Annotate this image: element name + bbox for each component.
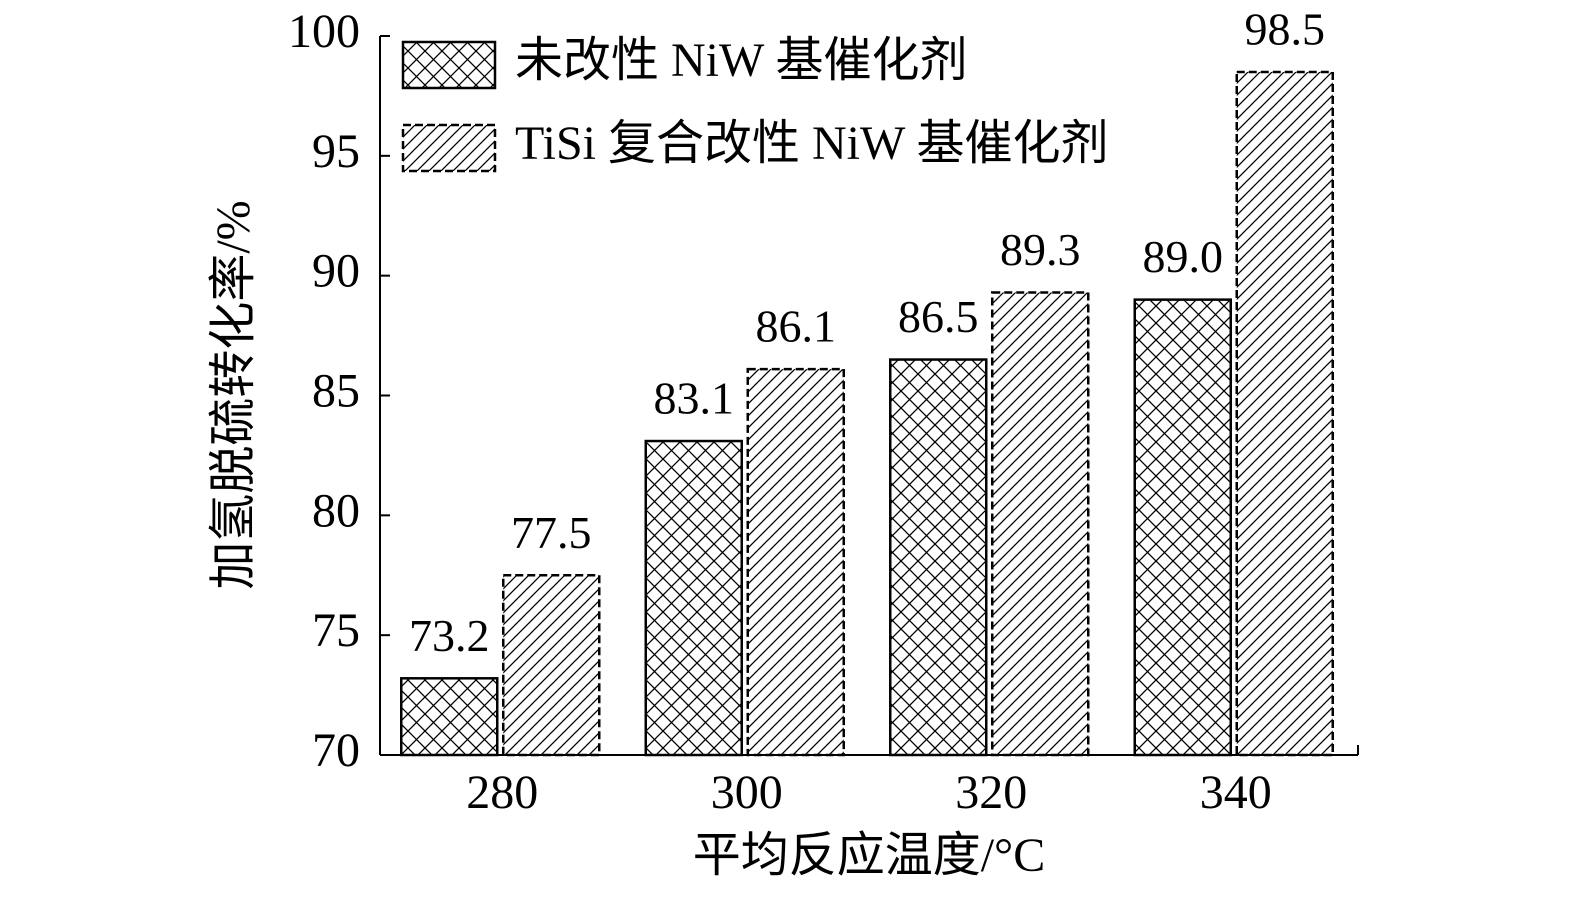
bar [1235, 70, 1334, 757]
value-label: 73.2 [409, 610, 490, 661]
y-tick-label: 90 [312, 245, 360, 298]
y-tick-label: 95 [312, 125, 360, 178]
value-label: 89.3 [1000, 224, 1081, 275]
value-label: 83.1 [654, 373, 735, 424]
y-tick-label: 75 [312, 604, 360, 657]
value-label: 89.0 [1143, 231, 1224, 282]
x-tick-label: 340 [1200, 766, 1272, 819]
legend-label: 未改性 NiW 基催化剂 [515, 34, 967, 87]
x-tick-label: 320 [955, 766, 1027, 819]
legend-swatch [401, 40, 497, 90]
legend-swatch [401, 123, 497, 173]
bar [889, 358, 988, 757]
legend-label: TiSi 复合改性 NiW 基催化剂 [515, 117, 1108, 170]
bar [644, 439, 743, 757]
bar [991, 291, 1090, 757]
y-tick-label: 80 [312, 484, 360, 537]
y-axis-label: 加氢脱硫转化率/% [207, 200, 260, 589]
y-tick-label: 70 [312, 724, 360, 777]
bar [746, 367, 845, 757]
x-tick-label: 280 [466, 766, 538, 819]
value-label: 86.5 [898, 291, 979, 342]
bar [1133, 298, 1232, 757]
bar [502, 574, 601, 757]
bar [400, 677, 499, 757]
value-label: 86.1 [756, 301, 837, 352]
value-label: 77.5 [511, 507, 592, 558]
x-axis-label: 平均反应温度/°C [693, 829, 1046, 882]
y-tick-label: 100 [288, 5, 360, 58]
x-tick-label: 300 [711, 766, 783, 819]
y-tick-label: 85 [312, 365, 360, 418]
value-label: 98.5 [1245, 4, 1326, 55]
